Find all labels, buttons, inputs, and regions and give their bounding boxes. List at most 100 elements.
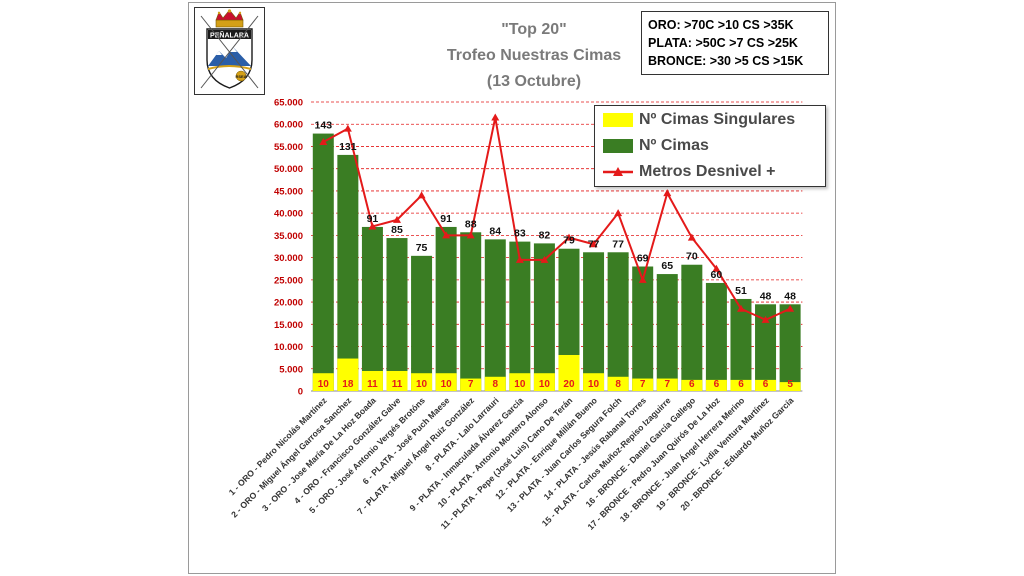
data-label-cimas: 82 (539, 229, 551, 241)
bar-singulares (656, 378, 678, 391)
data-label-singulares: 5 (787, 379, 793, 390)
legend-item-cimas: Nº Cimas (603, 135, 709, 157)
data-label-cimas: 79 (563, 235, 575, 247)
data-label-singulares: 7 (640, 379, 646, 390)
data-label-cimas: 77 (612, 238, 624, 250)
y-tick-label: 25.000 (274, 275, 303, 286)
point-desnivel (466, 231, 475, 239)
line-desnivel (322, 117, 791, 321)
point-desnivel (515, 255, 524, 263)
bar-singulares (337, 358, 359, 391)
legend-item-desnivel: Metros Desnivel + (603, 161, 776, 183)
chart-title-line1: "Top 20" (501, 21, 567, 38)
y-tick-label: 50.000 (274, 164, 303, 175)
data-label-singulares: 11 (367, 379, 378, 390)
point-desnivel (614, 209, 623, 217)
y-tick-label: 45.000 (274, 186, 303, 197)
bar-singulares (312, 373, 334, 391)
bar-cimas (632, 266, 654, 391)
data-label-singulares: 11 (392, 379, 403, 390)
point-desnivel (589, 240, 598, 248)
data-label-singulares: 6 (714, 379, 720, 390)
y-tick-label: 5.000 (279, 364, 303, 375)
point-desnivel (368, 222, 377, 230)
data-label-singulares: 7 (664, 379, 670, 390)
chart-title-line2: Trofeo Nuestras Cimas (446, 47, 622, 64)
chart-legend: Nº Cimas Singulares Nº Cimas Metros Desn… (594, 105, 826, 187)
data-label-cimas: 83 (514, 228, 526, 240)
y-tick-label: 15.000 (274, 320, 303, 331)
bar-cimas (583, 252, 605, 391)
bar-singulares (386, 370, 408, 391)
bar-cimas (361, 226, 383, 391)
data-label-singulares: 10 (514, 379, 526, 390)
point-desnivel (540, 255, 549, 263)
y-tick-label: 60.000 (274, 120, 303, 131)
data-label-singulares: 8 (492, 379, 498, 390)
bar-cimas (312, 133, 334, 391)
chart-frame: 0 5.000 10.000 15.000 20.000 25.000 30.000 35.0… (188, 2, 836, 574)
data-label-singulares: 10 (416, 379, 428, 390)
point-desnivel (786, 304, 795, 312)
bar-singulares (607, 376, 629, 391)
data-label-cimas: 131 (339, 141, 357, 153)
bar-singulares (484, 376, 506, 391)
bar-cimas (779, 304, 801, 391)
data-label-cimas: 70 (686, 251, 698, 263)
legend-swatch-line (603, 167, 633, 176)
point-desnivel (687, 233, 696, 241)
criteria-plata: PLATA: >50C >7 CS >25K (648, 36, 798, 50)
bar-singulares (509, 373, 531, 391)
point-desnivel (761, 315, 770, 323)
bar-cimas (705, 282, 727, 391)
criteria-oro: ORO: >70C >10 CS >35K (648, 18, 794, 32)
bar-singulares (583, 373, 605, 391)
y-tick-label: 30.000 (274, 253, 303, 264)
data-label-cimas: 85 (391, 224, 403, 236)
data-label-cimas: 75 (416, 242, 428, 254)
data-label-cimas: 65 (661, 260, 673, 272)
criteria-bronce: BRONCE: >30 >5 CS >15K (648, 54, 804, 68)
criteria-box: ORO: >70C >10 CS >35K PLATA: >50C >7 CS … (641, 11, 829, 75)
bar-singulares (411, 373, 433, 391)
point-desnivel (712, 264, 721, 272)
bar-cimas (460, 232, 482, 391)
data-label-singulares: 6 (763, 379, 769, 390)
data-label-cimas: 60 (711, 269, 723, 281)
bar-cimas (533, 243, 555, 391)
bar-cimas (656, 274, 678, 391)
data-label-cimas: 77 (588, 238, 600, 250)
data-label-cimas: 69 (637, 253, 649, 265)
point-desnivel (663, 189, 672, 197)
data-label-cimas: 48 (760, 290, 772, 302)
data-label-cimas: 48 (784, 290, 796, 302)
bar-singulares (705, 379, 727, 391)
data-label-singulares: 7 (468, 379, 474, 390)
data-label-singulares: 10 (441, 379, 453, 390)
point-desnivel (638, 275, 647, 283)
bar-singulares (730, 379, 752, 391)
data-label-singulares: 18 (342, 379, 354, 390)
data-label-cimas: 84 (489, 225, 501, 237)
data-label-singulares: 10 (318, 379, 330, 390)
data-label-singulares: 10 (588, 379, 600, 390)
point-desnivel (343, 124, 352, 132)
point-desnivel (736, 304, 745, 312)
svg-text:PEÑALARA: PEÑALARA (210, 31, 249, 40)
y-tick-label: 10.000 (274, 342, 303, 353)
data-label-singulares: 20 (563, 379, 575, 390)
bar-singulares (779, 382, 801, 391)
bar-singulares (435, 373, 457, 391)
y-tick-label: 0 (298, 387, 303, 398)
legend-swatch-green (603, 139, 633, 153)
bar-cimas (484, 239, 506, 391)
shield-icon (206, 28, 253, 89)
bar-cimas (411, 255, 433, 391)
chart-canvas: 0 5.000 10.000 15.000 20.000 25.000 30.000 35.0… (227, 98, 803, 532)
point-desnivel (319, 138, 328, 146)
y-tick-label: 55.000 (274, 142, 303, 153)
bar-singulares (755, 379, 777, 391)
bar-singulares (460, 378, 482, 391)
penalara-logo: PEÑALARA RSEA (194, 7, 265, 95)
y-tick-label: 65.000 (274, 98, 303, 109)
